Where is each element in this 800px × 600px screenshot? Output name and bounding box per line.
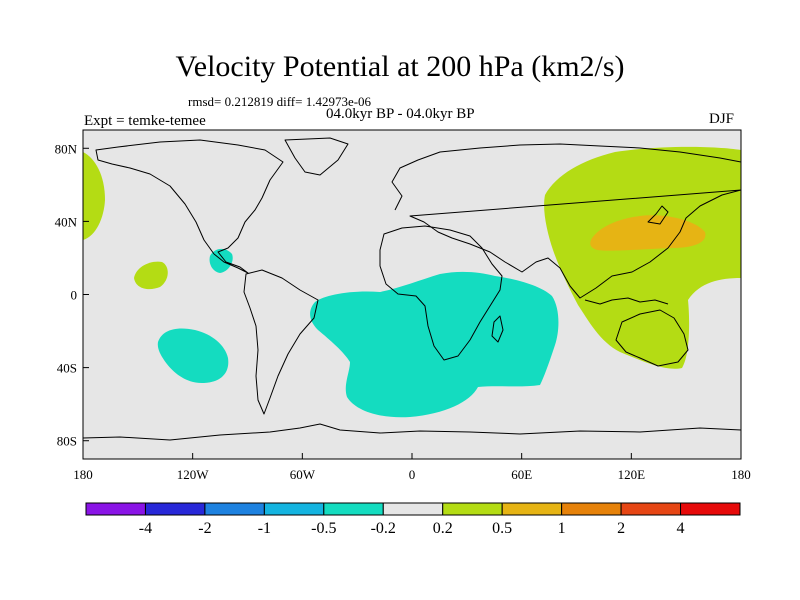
- coastline-africa: [379, 225, 503, 361]
- y-tick-label: 40N: [55, 214, 78, 229]
- coastline-greenland: [284, 137, 349, 176]
- colorbar-level-label: -2: [198, 520, 211, 537]
- coastline-eurasia: [391, 143, 741, 299]
- x-tick-label: 180: [731, 467, 751, 482]
- colorbar-swatch: [85, 502, 146, 516]
- colorbar-swatch: [204, 502, 265, 516]
- region-negative-south-east-pacific: [157, 328, 229, 384]
- x-tick-label: 0: [409, 467, 416, 482]
- region-positive-east-pacific-patch: [134, 261, 168, 290]
- colorbar-swatch: [620, 502, 682, 516]
- x-tick-label: 120E: [618, 467, 646, 482]
- coastline-japan: [647, 205, 669, 225]
- colorbar-level-label: -1: [258, 520, 271, 537]
- colorbar-level-label: 1: [558, 520, 566, 537]
- region-positive-east-asia-core: [590, 215, 706, 251]
- colorbar-swatch: [561, 502, 622, 516]
- colorbar-level-label: -0.2: [371, 520, 396, 537]
- colorbar-level-label: 4: [677, 520, 685, 537]
- period-text: 04.0kyr BP - 04.0kyr BP: [326, 106, 475, 122]
- coastline-north-america: [95, 139, 284, 274]
- colorbar-swatch: [501, 502, 563, 516]
- colorbar-level-label: 0.2: [433, 520, 453, 537]
- colorbar: -4 -2 -1 -0.5 -0.2 0.2 0.5 1 2 4: [85, 502, 741, 537]
- x-tick-label: 180: [73, 467, 93, 482]
- region-negative-south-atlantic-africa: [310, 271, 559, 418]
- x-tick-label: 120W: [177, 467, 210, 482]
- chart-title: Velocity Potential at 200 hPa (km2/s): [175, 50, 625, 83]
- coastline-south-america: [243, 269, 319, 415]
- colorbar-swatch: [323, 502, 384, 516]
- y-tick-label: 0: [71, 288, 78, 303]
- colorbar-swatch: [382, 502, 444, 516]
- colorbar-level-label: -4: [139, 520, 152, 537]
- coastline-antarctica: [83, 423, 741, 441]
- experiment-text: Expt = temke-temee: [84, 113, 206, 129]
- x-tick-label: 60W: [290, 467, 316, 482]
- region-positive-north-pacific-dateline: [83, 152, 105, 240]
- colorbar-swatch: [442, 502, 503, 516]
- y-tick-label: 80N: [55, 141, 78, 156]
- x-tick-label: 60E: [511, 467, 532, 482]
- coastline-australia: [615, 309, 689, 367]
- season-text: DJF: [709, 111, 735, 127]
- y-tick-label: 80S: [57, 434, 77, 449]
- coastline-indonesia: [584, 297, 669, 305]
- colorbar-level-label: 2: [617, 520, 625, 537]
- colorbar-swatch: [263, 502, 325, 516]
- colorbar-swatch: [144, 502, 206, 516]
- y-tick-label: 40S: [57, 361, 77, 376]
- colorbar-level-label: 0.5: [492, 520, 512, 537]
- region-positive-west-pacific-asia: [544, 146, 741, 369]
- colorbar-swatch: [680, 502, 741, 516]
- colorbar-level-label: -0.5: [311, 520, 336, 537]
- coastline-madagascar: [491, 315, 504, 343]
- stats-text: rmsd= 0.212819 diff= 1.42973e-06: [188, 94, 372, 109]
